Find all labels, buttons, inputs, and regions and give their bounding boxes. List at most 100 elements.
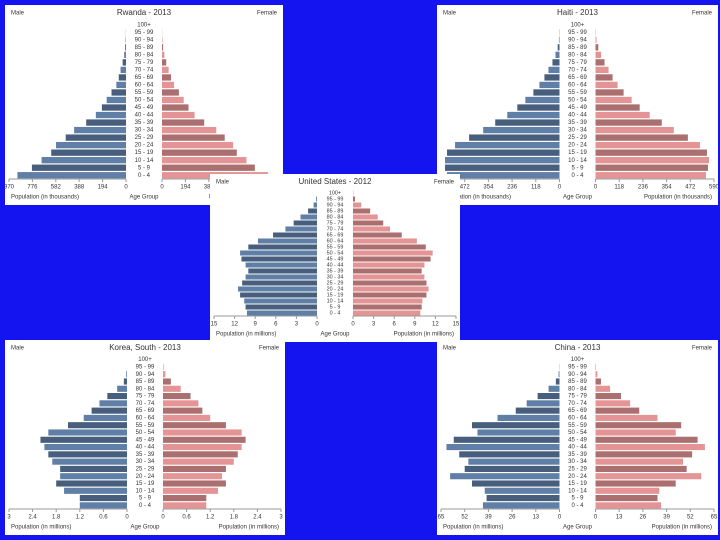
male-bar	[64, 487, 127, 494]
female-bar	[162, 134, 225, 141]
female-bar	[595, 66, 609, 74]
female-bar	[595, 385, 611, 392]
male-bar	[65, 134, 126, 141]
female-bar	[162, 74, 172, 81]
x-tick-label: 39	[663, 515, 670, 521]
age-label: 100+	[138, 357, 152, 363]
age-label: 100+	[329, 190, 341, 196]
age-label: 55 - 59	[135, 90, 154, 96]
female-bar	[595, 436, 698, 443]
male-bar	[526, 400, 560, 407]
female-bar	[163, 465, 226, 472]
male-bar	[48, 451, 128, 458]
x-tick-label: 472	[460, 185, 471, 191]
legend-female: Female	[692, 346, 713, 352]
male-bar	[308, 208, 317, 214]
age-label: 35 - 39	[136, 452, 155, 458]
age-label: 30 - 34	[327, 274, 344, 280]
male-bar	[293, 220, 317, 226]
x-axis-label: Population (in millions)	[219, 525, 279, 531]
female-bar	[353, 268, 422, 274]
age-label: 85 - 89	[327, 208, 344, 214]
x-tick-label: 0	[351, 322, 355, 328]
age-label: 30 - 34	[568, 128, 587, 134]
female-bar	[163, 487, 219, 494]
male-bar	[482, 502, 560, 509]
female-bar	[595, 422, 682, 429]
category-axis-label: Age Group	[130, 525, 160, 531]
x-tick-label: 26	[640, 515, 647, 521]
age-label: 20 - 24	[568, 143, 587, 149]
x-tick-label: 388	[74, 185, 85, 191]
age-label: 100+	[571, 357, 585, 363]
x-tick-label: 776	[27, 185, 38, 191]
x-axis-label: Population (in millions)	[216, 332, 276, 338]
legend-male: Male	[11, 346, 25, 352]
pyramid-panel: Rwanda - 2013 Male Female 0 - 4 5 - 910 - 14…	[5, 5, 283, 205]
female-bar	[353, 310, 421, 316]
male-bar	[91, 407, 127, 414]
category-axis-label: Age Group	[320, 332, 350, 338]
age-label: 50 - 54	[136, 430, 155, 436]
male-bar	[79, 502, 127, 509]
female-bar	[595, 487, 660, 494]
male-bar	[95, 111, 126, 119]
female-bar	[595, 172, 706, 179]
x-tick-label: 65	[711, 515, 718, 521]
female-bar	[353, 244, 426, 250]
male-bar	[126, 371, 127, 378]
male-bar	[300, 214, 317, 220]
age-label: 15 - 19	[568, 150, 587, 156]
male-bar	[99, 400, 127, 407]
male-bar	[122, 59, 126, 66]
x-tick-label: 0	[558, 515, 562, 521]
x-tick-label: 0	[594, 515, 598, 521]
male-bar	[445, 164, 560, 171]
age-label: 70 - 74	[327, 226, 344, 232]
female-bar	[595, 400, 631, 407]
male-bar	[453, 436, 560, 443]
female-bar	[162, 119, 205, 126]
female-bar	[353, 292, 427, 298]
age-label: 45 - 49	[568, 105, 587, 111]
male-bar	[106, 96, 126, 104]
age-label: 55 - 59	[327, 244, 344, 250]
age-label: 55 - 59	[568, 90, 587, 96]
female-bar	[595, 96, 632, 104]
female-bar	[353, 226, 391, 232]
male-bar	[517, 104, 560, 111]
age-label: 25 - 29	[135, 135, 154, 141]
x-tick-label: 354	[662, 185, 673, 191]
age-label: 5 - 9	[138, 165, 151, 171]
x-tick-label: 194	[98, 185, 109, 191]
male-bar	[56, 480, 128, 487]
male-bar	[555, 378, 560, 385]
female-bar	[163, 458, 234, 465]
age-label: 45 - 49	[135, 105, 154, 111]
age-label: 75 - 79	[136, 394, 155, 400]
age-label: 80 - 84	[136, 386, 155, 392]
female-bar	[595, 36, 597, 43]
male-bar	[483, 126, 560, 134]
pyramid-panel: Korea, South - 2013 Male Female 0 - 45 - 9 1…	[5, 340, 285, 535]
legend-female: Female	[434, 180, 455, 186]
female-bar	[595, 157, 709, 164]
age-label: 65 - 69	[568, 408, 587, 414]
male-bar	[238, 286, 317, 292]
age-label: 85 - 89	[136, 379, 155, 385]
male-bar	[557, 44, 560, 51]
female-bar	[595, 414, 658, 421]
female-bar	[163, 429, 242, 436]
x-tick-label: 65	[438, 515, 445, 521]
female-bar	[595, 429, 676, 436]
male-bar	[459, 451, 560, 458]
age-label: 45 - 49	[327, 256, 344, 262]
female-bar	[353, 256, 431, 262]
male-bar	[450, 473, 560, 480]
male-bar	[40, 436, 127, 443]
age-label: 80 - 84	[568, 52, 587, 58]
female-bar	[163, 436, 246, 443]
age-label: 85 - 89	[135, 45, 154, 51]
age-label: 60 - 64	[568, 416, 587, 422]
